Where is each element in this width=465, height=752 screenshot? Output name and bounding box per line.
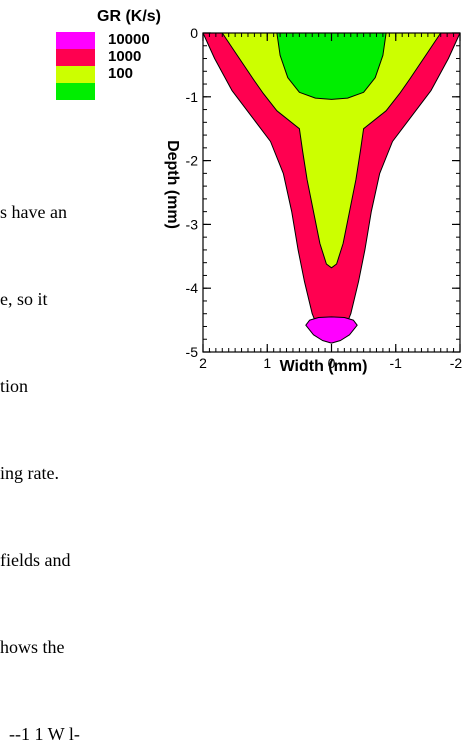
contour-regions [202, 32, 461, 344]
y-tick-label: -3 [186, 216, 199, 232]
legend-swatch [56, 49, 95, 66]
chart-axes: 2 1 0 -1 -2 0 -1 -2 -3 -4 -5 [186, 25, 463, 371]
x-tick-label: 2 [199, 355, 207, 371]
gr-1000-zone [221, 32, 442, 269]
x-tick-label: 1 [263, 355, 271, 371]
x-tick-label: 0 [328, 355, 336, 371]
legend-label: 10000 [108, 31, 150, 48]
x-tick-label: -2 [450, 355, 463, 371]
x-tick-label: -1 [390, 355, 403, 371]
body-text-line: s have an [0, 202, 67, 222]
x-axis-title: Width (mm) [280, 358, 368, 375]
body-text-line: tion [0, 376, 29, 396]
body-text-line: e, so it [0, 289, 48, 309]
y-axis-title: Depth (mm) [164, 140, 181, 229]
melt-pool-contour-chart: 2 1 0 -1 -2 0 -1 -2 -3 -4 -5 Width (mm) Depth (mm) [164, 25, 463, 375]
legend-title: GR (K/s) [97, 8, 161, 25]
legend-swatch [56, 66, 95, 83]
y-tick-label: -2 [186, 153, 199, 169]
legend-label: 1000 [108, 48, 142, 65]
y-tick-label: -4 [186, 280, 199, 296]
body-text-line: ing rate. [0, 463, 59, 483]
legend-swatch [56, 83, 95, 100]
legend-swatch [56, 32, 95, 49]
body-text-line: fields and [0, 550, 71, 570]
y-tick-label: 0 [190, 25, 198, 41]
body-text-line: hows the [0, 637, 65, 657]
legend-label: 100 [108, 65, 134, 82]
y-tick-label: -1 [186, 89, 199, 105]
gr-10000-zone [305, 316, 358, 344]
body-text-line: --1 1 W l- [0, 724, 80, 744]
gr-100-zone [276, 32, 387, 100]
y-tick-label: -5 [186, 344, 199, 360]
